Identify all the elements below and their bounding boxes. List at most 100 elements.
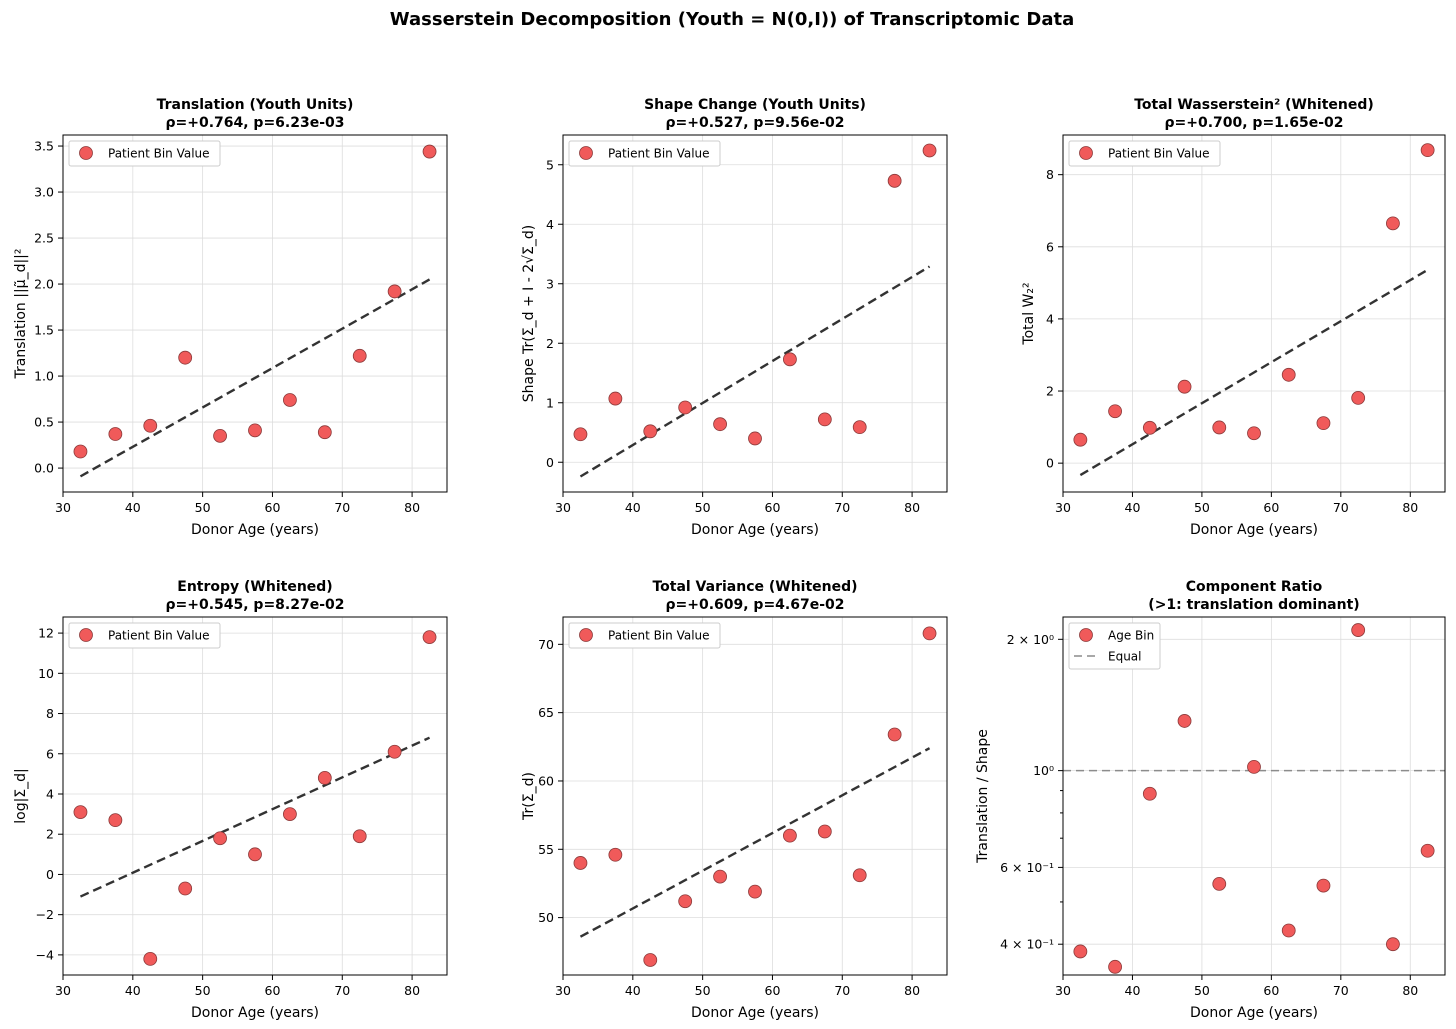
x-tick-label: 50	[1194, 500, 1210, 515]
panel-title: Total Variance (Whitened)	[652, 579, 857, 595]
data-point	[387, 744, 402, 759]
legend-box	[68, 622, 221, 649]
legend-box	[1068, 140, 1221, 167]
x-tick-label: 60	[265, 500, 281, 515]
x-tick-label: 30	[55, 500, 71, 515]
x-tick-label: 80	[1402, 983, 1418, 998]
data-point	[283, 807, 297, 822]
legend-label: Patient Bin Value	[108, 629, 210, 643]
data-point	[1212, 876, 1227, 891]
y-tick-label: 4 × 10⁻¹	[1000, 937, 1054, 952]
panel-subtitle: ρ=+0.545, p=8.27e-02	[165, 597, 344, 613]
legend-label: Equal	[1108, 650, 1142, 664]
data-point	[1316, 416, 1331, 431]
y-tick-label: −2	[36, 907, 54, 922]
y-tick-label: 3	[546, 276, 554, 291]
y-tick-label: 8	[1046, 167, 1054, 182]
x-tick-label: 30	[555, 983, 571, 998]
x-axis-label: Donor Age (years)	[1190, 1005, 1318, 1021]
data-point	[1073, 432, 1088, 447]
x-tick-label: 70	[1333, 500, 1349, 515]
legend-marker	[579, 146, 593, 160]
data-point	[1420, 143, 1435, 158]
x-tick-label: 70	[834, 983, 850, 998]
data-point	[748, 431, 762, 446]
y-tick-label: 2	[546, 336, 554, 351]
y-tick-label: 10	[38, 666, 54, 681]
y-tick-label: 1	[546, 395, 554, 410]
data-point	[643, 953, 658, 967]
data-point	[248, 423, 262, 438]
y-tick-label: 65	[538, 705, 554, 720]
data-point	[1351, 623, 1366, 637]
legend-box	[68, 140, 221, 167]
data-point	[1281, 367, 1296, 382]
x-tick-label: 70	[834, 500, 850, 515]
x-tick-label: 70	[334, 983, 350, 998]
x-tick-label: 70	[334, 500, 350, 515]
y-tick-label: 0	[46, 867, 54, 882]
data-point	[678, 400, 693, 415]
data-point	[1247, 759, 1261, 774]
x-tick-label: 40	[1125, 500, 1141, 515]
trend-line	[79, 278, 431, 478]
data-point	[178, 881, 193, 896]
y-tick-label: 12	[38, 626, 54, 641]
data-point	[178, 350, 193, 365]
x-tick-label: 60	[265, 983, 281, 998]
data-point	[108, 813, 123, 828]
data-point	[317, 770, 332, 785]
y-tick-label: 4	[546, 217, 554, 232]
x-tick-label: 50	[195, 983, 211, 998]
y-tick-label: 4	[46, 786, 54, 801]
data-point	[643, 424, 658, 439]
data-point	[922, 143, 937, 158]
legend-marker	[1079, 628, 1093, 642]
y-tick-label: 70	[538, 637, 554, 652]
data-point	[1420, 843, 1435, 858]
trend-line	[1079, 268, 1429, 477]
y-tick-label: 50	[538, 910, 554, 925]
data-point	[678, 894, 693, 909]
x-axis-label: Donor Age (years)	[691, 522, 819, 538]
plot-frame	[62, 616, 448, 976]
x-tick-label: 50	[195, 500, 211, 515]
data-point	[608, 391, 623, 406]
x-axis-label: Donor Age (years)	[191, 522, 319, 538]
plot-frame	[562, 616, 948, 976]
x-tick-label: 30	[1055, 983, 1071, 998]
trend-line	[579, 747, 931, 938]
data-point	[143, 952, 158, 966]
panel-subtitle: ρ=+0.764, p=6.23e-03	[165, 115, 344, 131]
panel-6: Component Ratio (>1: translation dominant…	[975, 579, 1446, 1021]
data-point	[783, 352, 797, 367]
panel-title: Translation (Youth Units)	[157, 97, 354, 113]
legend-marker	[579, 628, 593, 642]
x-tick-label: 70	[1333, 983, 1349, 998]
y-tick-label: 2.5	[34, 231, 54, 246]
y-axis-label: Total W₂²	[1021, 282, 1037, 345]
data-point	[1108, 959, 1122, 974]
data-point	[248, 847, 262, 862]
data-point	[213, 831, 227, 846]
data-point	[922, 626, 937, 641]
x-axis-label: Donor Age (years)	[191, 1005, 319, 1021]
x-tick-label: 80	[904, 500, 920, 515]
y-tick-label: 1.5	[34, 323, 54, 338]
y-tick-label: 8	[46, 706, 54, 721]
x-tick-label: 80	[404, 500, 420, 515]
data-point	[852, 868, 867, 883]
data-point	[748, 884, 762, 899]
panels: Translation (Youth Units) ρ=+0.764, p=6.2…	[13, 97, 1446, 1021]
legend-label: Patient Bin Value	[1108, 147, 1210, 161]
data-point	[143, 418, 158, 433]
y-axis-label: Shape Tr(Σ_d + I - 2√Σ_d)	[521, 225, 537, 402]
legend-marker	[79, 146, 93, 160]
data-point	[1073, 944, 1088, 959]
data-point	[573, 856, 588, 870]
legend-label: Age Bin	[1108, 629, 1154, 643]
y-tick-label: 5	[546, 157, 554, 172]
y-axis-label: Translation / Shape	[975, 729, 991, 864]
data-point	[108, 427, 123, 441]
